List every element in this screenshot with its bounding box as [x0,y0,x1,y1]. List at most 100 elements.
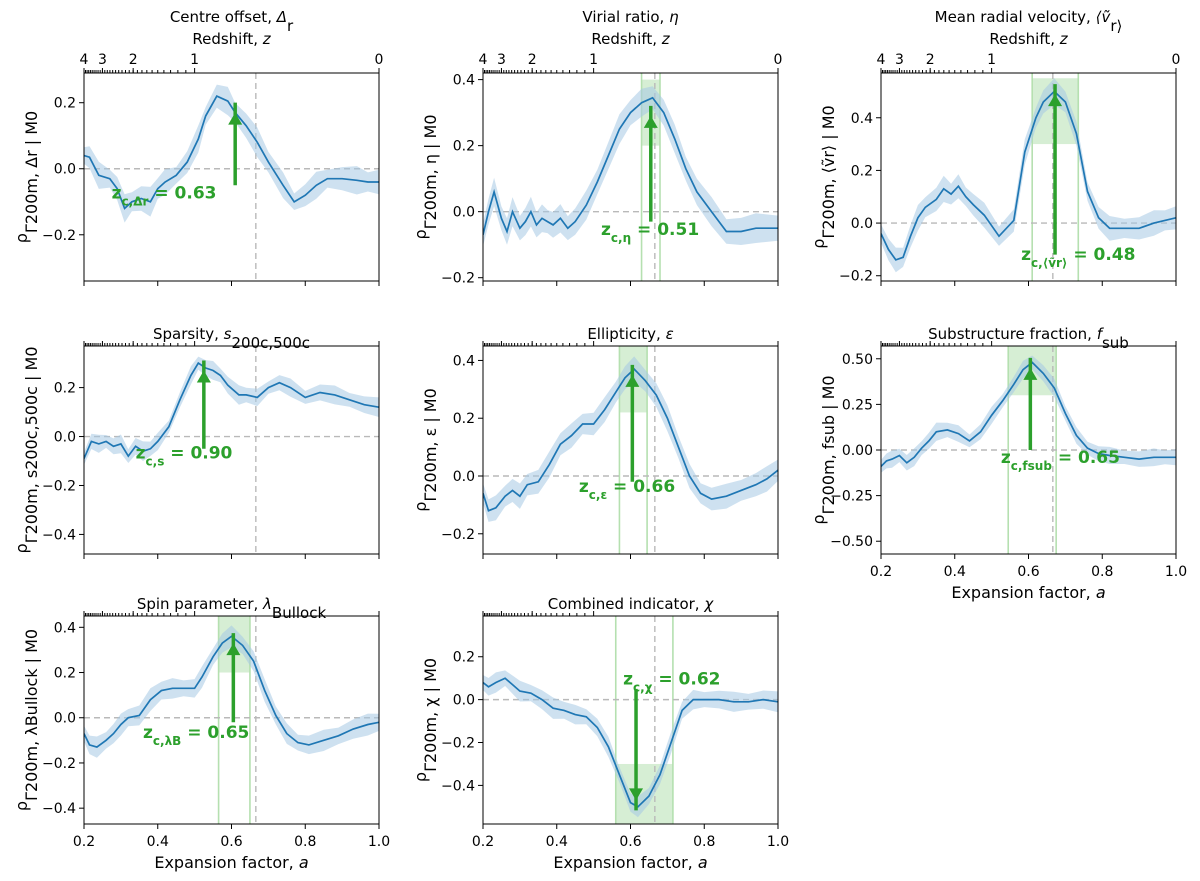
z-tick-label: 1 [190,52,199,68]
collapse-redshift-label: zc,Δr = 0.63 [112,183,217,208]
y-tick-label: −0.4 [42,527,76,543]
x-tick-label: 0.6 [619,834,641,850]
uncertainty-band [84,356,379,465]
top-axis-label: Redshift, z [591,30,670,48]
y-axis-label: ρΓ200m, Δr | M0 [12,111,41,243]
peak-arrowhead [226,643,241,656]
plot-area [84,73,379,281]
collapse-redshift-label: zc,fsub = 0.65 [1001,448,1120,473]
collapse-redshift-label: zc,λB = 0.65 [143,723,249,748]
y-tick-label: 0.0 [54,711,76,727]
y-axis-label: ρΓ200m, λBullock | M0 [12,629,41,811]
x-tick-label: 0.8 [294,834,316,850]
y-tick-label: −0.2 [42,756,76,772]
z-tick-label: 1 [987,52,996,68]
z-tick-label: 0 [774,52,783,68]
plot-area [483,346,778,554]
uncertainty-band [881,78,1176,273]
panel-sparsity: zc,s = 0.90 −0.4 −0.2 0.0 0.2 Sparsity, s200c… [12,325,380,559]
y-tick-label: 0.2 [453,139,475,155]
plot-area [84,346,379,554]
uncertainty-band [483,670,778,818]
panel-title: Spin parameter, λBullock [137,595,327,622]
z-tick-label: 0 [375,52,384,68]
x-tick-label: 0.4 [147,834,169,850]
peak-arrowhead [643,115,658,128]
peak-arrowhead [1048,94,1063,107]
x-tick-label: 1.0 [368,834,390,850]
panel-title: Mean radial velocity, ⟨ṽr⟩ [935,8,1123,35]
panel-combined: zc,χ = 0.62 −0.4 −0.2 0.0 0.2 0.2 0.4 0.6 0.8 1.0… [411,595,789,872]
collapse-redshift-label: zc,ε = 0.66 [579,477,675,502]
peak-arrowhead [196,370,211,383]
y-tick-label: −0.2 [42,478,76,494]
correlation-curve [881,361,1176,468]
y-tick-label: 0.00 [842,443,873,459]
x-tick-label: 0.8 [693,834,715,850]
x-tick-label: 0.2 [472,834,494,850]
y-tick-label: −0.4 [42,801,76,817]
correlation-curve [483,367,778,512]
x-tick-label: 0.4 [546,834,568,850]
peak-arrowhead [625,374,640,387]
collapse-redshift-label: zc,χ = 0.62 [623,670,720,695]
y-tick-label: 0.25 [842,397,873,413]
plot-area [483,73,778,281]
y-tick-label: 0.2 [54,666,76,682]
y-tick-label: 0.4 [54,620,76,636]
y-tick-label: −0.2 [42,228,76,244]
x-tick-label: 0.6 [220,834,242,850]
y-axis-label: ρΓ200m, s200c,500c | M0 [12,346,41,553]
panel-virial: zc,η = 0.51 −0.2 0.0 0.2 0.44 3 2 1 0 Virial rati… [411,8,782,287]
z-tick-label: 2 [528,52,537,68]
panel-title: Substructure fraction, fsub [928,325,1129,352]
panel-title: Sparsity, s200c,500c [153,325,310,352]
y-tick-label: 0.0 [453,205,475,221]
y-tick-label: 0.2 [453,650,475,666]
y-tick-label: 0.2 [851,163,873,179]
z-tick-label: 4 [80,52,89,68]
correlation-curve [84,361,379,459]
y-tick-label: 0.2 [54,96,76,112]
z-tick-label: 3 [895,52,904,68]
y-axis-label: ρΓ200m, η | M0 [411,114,440,239]
peak-arrowhead [629,788,644,801]
x-tick-label: 1.0 [1165,564,1187,580]
panel-offset: zc,Δr = 0.63 −0.2 0.0 0.2 4 3 2 1 0 Centre offset… [12,8,383,286]
y-axis-label: ρΓ200m, ⟨ṽr⟩ | M0 [809,105,838,248]
z-tick-label: 3 [497,52,506,68]
y-tick-label: 0.50 [842,352,873,368]
panel-title: Virial ratio, η [582,8,679,26]
collapse-redshift-label: zc,s = 0.90 [136,444,233,469]
y-tick-label: 0.4 [851,111,873,127]
collapse-redshift-label: zc,⟨ṽr⟩ = 0.48 [1021,245,1135,270]
x-tick-label: 0.2 [73,834,95,850]
y-tick-label: −0.25 [830,489,873,505]
x-tick-label: 0.4 [944,564,966,580]
panel-velocity: zc,⟨ṽr⟩ = 0.48 −0.2 0.0 0.2 0.4 4 3 2 1 0 Mean rad… [809,8,1180,286]
x-tick-label: 0.2 [870,564,892,580]
z-tick-label: 1 [589,52,598,68]
x-tick-label: 1.0 [767,834,789,850]
y-tick-label: 0.2 [54,381,76,397]
y-tick-label: 0.4 [453,73,475,89]
z-tick-label: 2 [926,52,935,68]
panel-title: Centre offset, Δr [170,8,294,35]
panel-title: Combined indicator, χ [548,595,715,613]
z-tick-label: 0 [1172,52,1181,68]
y-tick-label: −0.2 [441,736,475,752]
correlation-curve [483,677,778,808]
y-tick-label: −0.2 [441,271,475,287]
y-tick-label: −0.2 [839,269,873,285]
collapse-redshift-label: zc,η = 0.51 [601,220,699,245]
y-tick-label: 0.0 [453,693,475,709]
x-axis-label: Expansion factor, a [951,583,1105,602]
z-tick-label: 3 [98,52,107,68]
panel-spin: zc,λB = 0.65 −0.4 −0.2 0.0 0.2 0.4 0.2 0.4 0.6 0.… [12,595,390,872]
z-tick-label: 4 [877,52,886,68]
correlation-curve [84,95,379,210]
panel-substructure: zc,fsub = 0.65 −0.50 −0.25 0.00 0.25 0.50 0.2 0… [809,325,1187,602]
y-tick-label: 0.0 [851,216,873,232]
x-axis-label: Expansion factor, a [154,853,308,872]
plot-area [483,616,778,824]
